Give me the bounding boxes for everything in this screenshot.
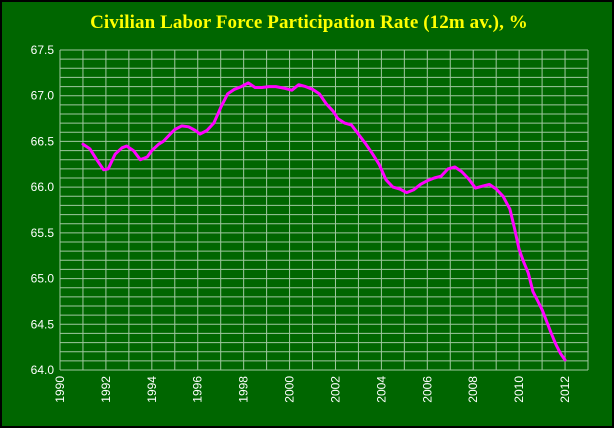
x-tick-label: 2006: [420, 376, 434, 403]
x-tick-label: 1996: [191, 376, 205, 403]
chart-title: Civilian Labor Force Participation Rate …: [90, 12, 528, 33]
x-tick-label: 2012: [558, 376, 572, 403]
x-tick-label: 1994: [145, 376, 159, 403]
y-tick-label: 66.0: [31, 180, 55, 194]
x-tick-label: 2002: [328, 376, 342, 403]
y-tick-label: 67.0: [31, 89, 55, 103]
x-tick-label: 1998: [237, 376, 251, 403]
x-tick-label: 2000: [283, 376, 297, 403]
y-tick-label: 65.0: [31, 272, 55, 286]
x-tick-label: 1990: [53, 376, 67, 403]
x-tick-label: 2010: [512, 376, 526, 403]
y-tick-label: 65.5: [31, 226, 55, 240]
y-tick-label: 64.0: [31, 363, 55, 377]
series-line: [81, 81, 567, 362]
tick-labels: 64.0 64.5 65.0 65.5 66.0 66.5 67.0 67.5 1990 1992…: [31, 43, 572, 403]
x-tick-label: 2004: [374, 376, 388, 403]
x-tick-label: 1992: [99, 376, 113, 403]
y-tick-label: 67.5: [31, 43, 55, 57]
series-lines: [81, 81, 567, 362]
x-tick-label: 2008: [466, 376, 480, 403]
y-tick-label: 64.5: [31, 317, 55, 331]
y-tick-label: 66.5: [31, 134, 55, 148]
grid-lines: [59, 49, 589, 371]
